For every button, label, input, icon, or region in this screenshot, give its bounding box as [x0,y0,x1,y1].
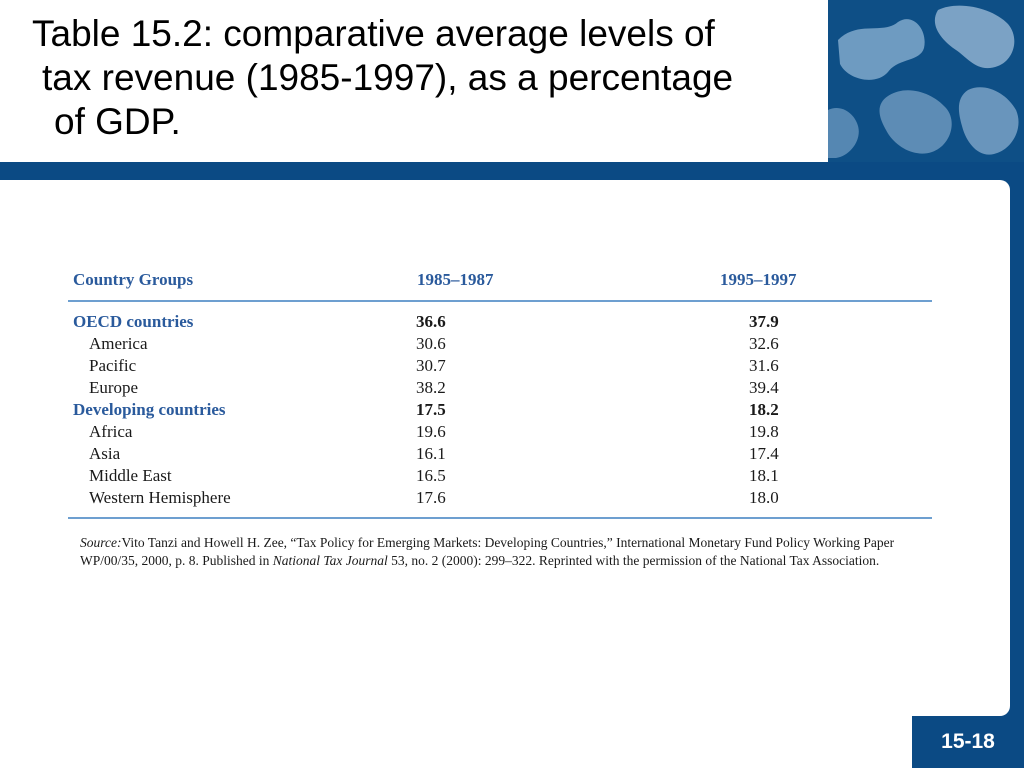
source-text-after-journal: 53, no. 2 (2000): 299–322. Reprinted wit… [387,553,880,568]
table-row: America 30.6 32.6 [68,333,932,355]
row-value-1985-1987: 16.1 [416,444,446,463]
row-value-1985-1987: 36.6 [416,312,446,331]
row-value-1985-1987: 17.5 [416,400,446,419]
table-body: OECD countries 36.6 37.9 America 30.6 32… [68,302,932,519]
row-value-1985-1987: 30.6 [416,334,446,353]
header-divider-band [0,162,1024,180]
tax-revenue-table: Country Groups 1985–1987 1995–1997 OECD … [68,266,932,568]
world-map-icon [828,0,1024,162]
row-value-1985-1987: 17.6 [416,488,446,507]
row-country-group: Western Hemisphere [89,488,231,507]
table-header: Country Groups 1985–1987 1995–1997 [68,266,932,302]
row-value-1995-1997: 18.0 [749,488,779,507]
slide-title-line-1: Table 15.2: comparative average levels o… [32,13,715,54]
page-number: 15-18 [912,716,1024,768]
table-row: Western Hemisphere 17.6 18.0 [68,487,932,509]
row-value-1995-1997: 17.4 [749,444,779,463]
source-journal-name: National Tax Journal [272,553,388,568]
slide-title: Table 15.2: comparative average levels o… [32,12,822,144]
row-value-1985-1987: 16.5 [416,466,446,485]
table-row: Developing countries 17.5 18.2 [68,399,932,421]
row-country-group: Europe [89,378,139,397]
row-value-1985-1987: 19.6 [416,422,446,441]
row-value-1995-1997: 19.8 [749,422,779,441]
slide-title-line-3: of GDP. [54,101,181,142]
table-row: Europe 38.2 39.4 [68,377,932,399]
slide-content: Country Groups 1985–1987 1995–1997 OECD … [0,180,1010,716]
table-row: Africa 19.6 19.8 [68,421,932,443]
row-country-group: Pacific [89,356,137,375]
row-value-1995-1997: 39.4 [749,378,779,397]
row-value-1985-1987: 30.7 [416,356,446,375]
row-country-group: Developing countries [73,400,226,419]
column-header-country-groups: Country Groups [73,270,194,289]
slide-title-line-2: tax revenue (1985-1997), as a percentage [42,57,734,98]
table-row: Middle East 16.5 18.1 [68,465,932,487]
source-text-before-journal: Vito Tanzi and Howell H. Zee, “Tax Polic… [80,535,895,568]
row-country-group: Middle East [89,466,172,485]
table-row: Asia 16.1 17.4 [68,443,932,465]
row-country-group: Africa [89,422,133,441]
row-country-group: America [89,334,148,353]
row-value-1995-1997: 18.1 [749,466,779,485]
row-value-1995-1997: 31.6 [749,356,779,375]
table-source-note: Source:Vito Tanzi and Howell H. Zee, “Ta… [80,534,935,570]
table-row: Pacific 30.7 31.6 [68,355,932,377]
row-value-1995-1997: 32.6 [749,334,779,353]
row-country-group: Asia [89,444,121,463]
source-label: Source: [80,535,122,550]
table-row: OECD countries 36.6 37.9 [68,311,932,333]
column-header-1995-1997: 1995–1997 [720,270,797,289]
slide-content-footer [0,705,912,768]
row-value-1995-1997: 18.2 [749,400,779,419]
title-band: Table 15.2: comparative average levels o… [0,0,828,162]
column-header-1985-1987: 1985–1987 [417,270,494,289]
row-value-1985-1987: 38.2 [416,378,446,397]
row-country-group: OECD countries [73,312,194,331]
row-value-1995-1997: 37.9 [749,312,779,331]
